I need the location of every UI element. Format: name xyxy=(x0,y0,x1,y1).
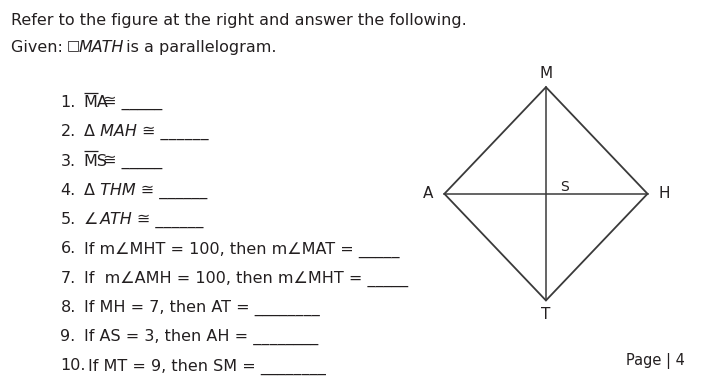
Text: If MT = 9, then SM = ________: If MT = 9, then SM = ________ xyxy=(88,358,326,375)
Text: ∠: ∠ xyxy=(84,212,98,227)
Text: 4.: 4. xyxy=(60,183,75,198)
Text: A: A xyxy=(422,186,433,201)
Text: is a parallelogram.: is a parallelogram. xyxy=(121,40,277,55)
Text: 7.: 7. xyxy=(60,271,75,285)
Text: MS: MS xyxy=(84,154,108,168)
Text: H: H xyxy=(658,186,670,201)
Text: If AS = 3, then AH = ________: If AS = 3, then AH = ________ xyxy=(84,329,318,345)
Text: ≅ _____: ≅ _____ xyxy=(97,95,162,110)
Text: Δ: Δ xyxy=(84,183,95,198)
Text: 1.: 1. xyxy=(60,95,76,110)
Text: 6.: 6. xyxy=(60,241,75,256)
Text: If  m∠AMH = 100, then m∠MHT = _____: If m∠AMH = 100, then m∠MHT = _____ xyxy=(84,271,408,287)
Text: THM ≅ ______: THM ≅ ______ xyxy=(95,183,207,199)
Text: ≅ _____: ≅ _____ xyxy=(97,154,162,168)
Text: M: M xyxy=(540,66,552,81)
Text: 8.: 8. xyxy=(60,300,76,315)
Text: 10.: 10. xyxy=(60,358,86,373)
Text: 5.: 5. xyxy=(60,212,75,227)
Text: T: T xyxy=(541,307,550,322)
Text: If MH = 7, then AT = ________: If MH = 7, then AT = ________ xyxy=(84,300,319,316)
Text: □: □ xyxy=(66,38,80,52)
Text: MAH ≅ ______: MAH ≅ ______ xyxy=(95,124,208,141)
Text: MATH: MATH xyxy=(78,40,124,55)
Text: 9.: 9. xyxy=(60,329,75,344)
Text: ATH ≅ ______: ATH ≅ ______ xyxy=(95,212,203,228)
Text: Δ: Δ xyxy=(84,124,95,139)
Text: Given:: Given: xyxy=(11,40,73,55)
Text: If m∠MHT = 100, then m∠MAT = _____: If m∠MHT = 100, then m∠MAT = _____ xyxy=(84,241,400,258)
Text: 3.: 3. xyxy=(60,154,75,168)
Text: MA: MA xyxy=(84,95,109,110)
Text: Refer to the figure at the right and answer the following.: Refer to the figure at the right and ans… xyxy=(11,13,467,28)
Text: 2.: 2. xyxy=(60,124,75,139)
Text: Page | 4: Page | 4 xyxy=(626,353,685,369)
Text: S: S xyxy=(560,180,569,195)
